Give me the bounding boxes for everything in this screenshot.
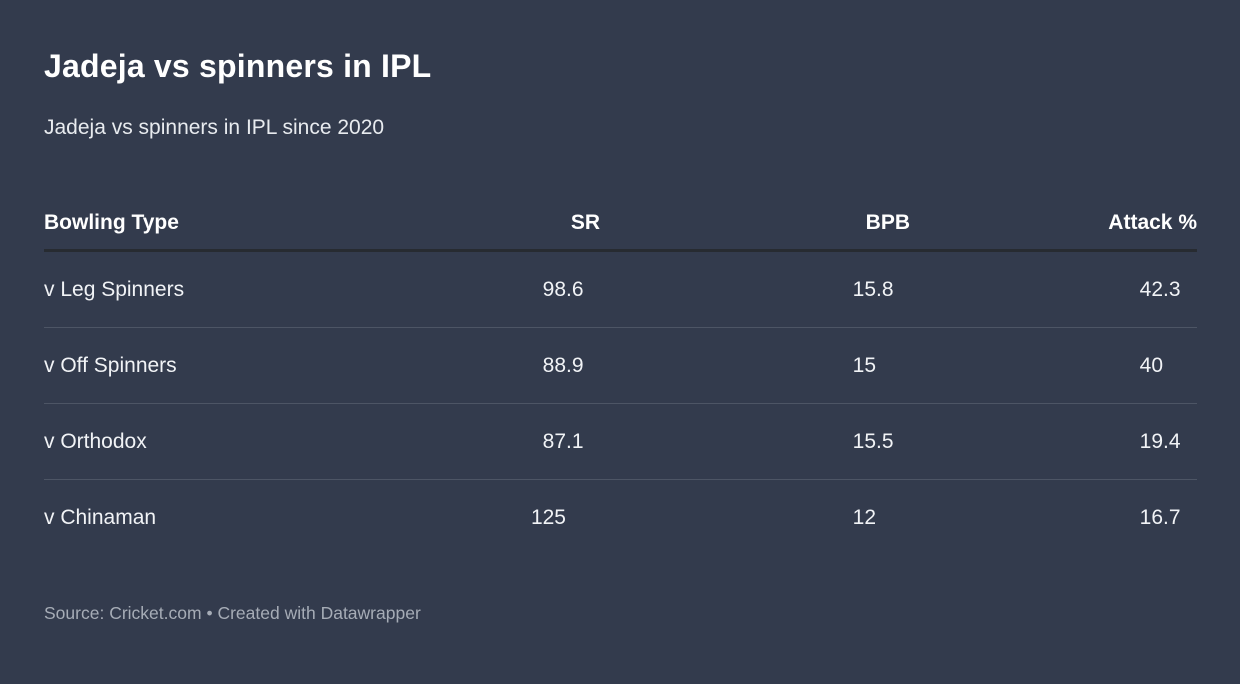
column-header-attack-pct: Attack %: [1108, 210, 1197, 234]
footer-bullet: •: [206, 603, 213, 624]
cell-bowling-type: v Off Spinners: [44, 353, 177, 377]
table-header-row: Bowling Type SR BPB Attack %: [44, 196, 1197, 253]
table-row: v Chinaman 125 12 16.7: [44, 480, 1197, 556]
table-row: v Off Spinners 88.9 15 40: [44, 328, 1197, 405]
table-body: v Leg Spinners 98.6 15.8 42.3 v Off Spinners…: [44, 252, 1197, 556]
cell-bpb: 15.8: [852, 277, 894, 301]
datawrapper-link[interactable]: Datawrapper: [320, 603, 421, 624]
cell-attack-pct: 16.7: [1139, 506, 1181, 530]
created-with-label: Created with: [217, 603, 316, 624]
source-prefix-label: Source:: [44, 603, 105, 624]
chart-title: Jadeja vs spinners in IPL: [44, 48, 432, 84]
cell-sr: 125: [530, 506, 566, 530]
table-row: v Leg Spinners 98.6 15.8 42.3: [44, 252, 1197, 329]
cell-bowling-type: v Leg Spinners: [44, 277, 185, 301]
cell-bpb: 12: [852, 506, 876, 530]
cell-sr: 98.6: [542, 277, 584, 301]
column-header-sr: SR: [570, 210, 600, 234]
cell-sr: 88.9: [542, 353, 584, 377]
table-row: v Orthodox 87.1 15.5 19.4: [44, 404, 1197, 481]
cell-bpb: 15: [852, 353, 876, 377]
cell-bpb: 15.5: [852, 429, 894, 453]
cell-bowling-type: v Chinaman: [44, 506, 157, 530]
cell-attack-pct: 40: [1139, 353, 1163, 377]
chart-footer: Source: Cricket.com • Created with Dataw…: [44, 601, 1197, 625]
column-header-bowling-type: Bowling Type: [44, 210, 179, 234]
source-link[interactable]: Cricket.com: [109, 603, 202, 624]
cell-attack-pct: 19.4: [1139, 429, 1181, 453]
cell-attack-pct: 42.3: [1139, 277, 1181, 301]
data-table: Bowling Type SR BPB Attack % v Leg Spinn…: [44, 196, 1197, 556]
column-header-bpb: BPB: [865, 210, 910, 234]
cell-sr: 87.1: [542, 429, 584, 453]
cell-bowling-type: v Orthodox: [44, 429, 147, 453]
chart-subtitle: Jadeja vs spinners in IPL since 2020: [44, 115, 385, 139]
